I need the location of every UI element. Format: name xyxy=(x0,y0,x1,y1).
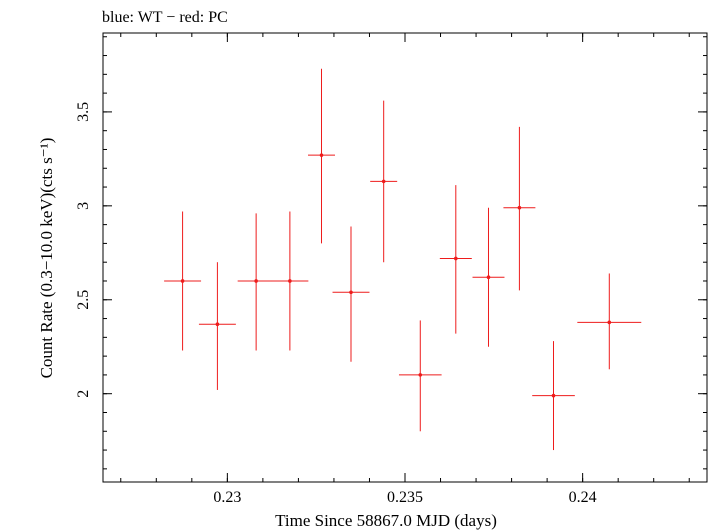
data-point-group xyxy=(164,211,202,351)
x-tick-label: 0.23 xyxy=(213,489,241,506)
data-point xyxy=(418,373,423,377)
data-point xyxy=(454,256,458,261)
plot-frame xyxy=(102,32,708,483)
data-point xyxy=(486,275,491,280)
data-point-group xyxy=(308,68,336,244)
data-point-group xyxy=(577,273,642,370)
data-point-group xyxy=(439,185,472,334)
data-point xyxy=(288,279,292,283)
data-point xyxy=(381,179,386,184)
data-point xyxy=(319,153,324,157)
data-point-group xyxy=(271,211,309,351)
data-marks xyxy=(164,68,642,451)
chart-title: blue: WT − red: PC xyxy=(102,9,228,26)
major-ticks xyxy=(103,33,707,482)
y-axis-title: Count Rate (0.3−10.0 keV)(cts s⁻¹) xyxy=(37,138,56,379)
y-tick-label: 3 xyxy=(75,202,92,210)
data-point-group xyxy=(332,226,370,362)
data-point xyxy=(349,290,353,295)
data-point-group xyxy=(472,207,505,347)
data-point-group xyxy=(398,320,442,432)
data-point xyxy=(607,320,612,325)
x-tick-label: 0.235 xyxy=(387,489,423,506)
data-point-group xyxy=(237,213,275,351)
y-tick-label: 2.5 xyxy=(75,290,92,310)
data-point xyxy=(551,393,556,398)
y-tick-label: 2 xyxy=(75,390,92,398)
y-tick-labels: 2 2.5 3 3.5 xyxy=(75,102,92,398)
minor-ticks xyxy=(103,33,707,482)
data-point xyxy=(254,279,258,283)
data-point-group xyxy=(198,262,236,390)
data-point-group xyxy=(532,341,575,451)
data-point-group xyxy=(370,100,398,263)
x-tick-label: 0.24 xyxy=(569,489,597,506)
data-point xyxy=(215,322,220,326)
data-point xyxy=(517,205,522,210)
data-point-group xyxy=(503,126,536,291)
data-point xyxy=(180,279,185,283)
x-axis-title: Time Since 58867.0 MJD (days) xyxy=(275,511,497,530)
x-tick-labels: 0.23 0.235 0.24 xyxy=(213,489,596,506)
y-tick-label: 3.5 xyxy=(75,102,92,122)
